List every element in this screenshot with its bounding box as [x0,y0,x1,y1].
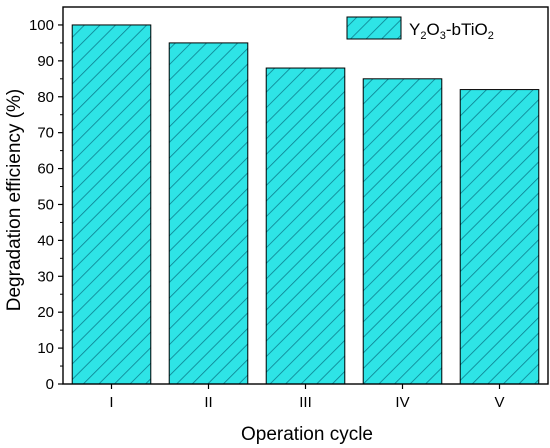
y-tick-label: 90 [37,53,54,70]
y-tick-label: 70 [37,125,54,142]
x-tick-label: I [109,394,113,411]
y-tick-label: 20 [37,304,54,321]
y-tick-label: 40 [37,232,54,249]
legend-y-sub: 2 [420,30,426,42]
legend-swatch [346,16,402,40]
legend: Y2O3-bTiO2 [346,16,494,42]
legend-o-sub: 3 [440,30,446,42]
bar-IV [362,78,443,385]
bar-II [168,42,249,385]
x-tick-label: II [204,394,212,411]
y-tick-label: 80 [37,89,54,106]
plot-frame [62,6,549,385]
legend-o: O [426,20,439,39]
x-ticks-group: I II III IV V [109,384,505,411]
y-tick-label: 50 [37,196,54,213]
legend-y: Y [409,20,420,39]
y-tick-label: 30 [37,268,54,285]
legend-tail-sub: 2 [488,30,494,42]
y-tick-label: 10 [37,340,54,357]
bars-group [71,24,540,385]
x-tick-label: IV [395,394,409,411]
y-tick-label: 100 [29,17,54,34]
x-tick-label: V [494,394,504,411]
bar-I [71,24,152,385]
bar-III [265,67,346,385]
x-axis-title: Operation cycle [241,424,373,445]
x-tick-label: III [299,394,312,411]
legend-label: Y2O3-bTiO2 [409,20,494,42]
y-axis-title: Degradation efficiency (%) [4,89,25,311]
legend-tail: -bTiO [446,20,488,39]
y-tick-label: 60 [37,161,54,178]
bar-V [459,89,540,385]
y-ticks-group: 0 10 20 30 40 50 60 70 80 90 100 [29,17,63,393]
y-tick-label: 0 [46,376,54,393]
